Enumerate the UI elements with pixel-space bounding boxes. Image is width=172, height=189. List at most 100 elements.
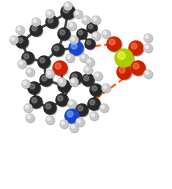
Circle shape xyxy=(71,79,74,82)
Circle shape xyxy=(69,101,77,109)
Circle shape xyxy=(24,104,32,112)
Circle shape xyxy=(66,54,74,62)
Circle shape xyxy=(61,5,75,19)
Circle shape xyxy=(87,59,95,67)
Circle shape xyxy=(24,54,29,59)
Circle shape xyxy=(64,2,72,10)
Circle shape xyxy=(144,44,152,52)
Circle shape xyxy=(71,73,83,85)
Circle shape xyxy=(101,105,109,113)
Circle shape xyxy=(25,105,29,108)
Circle shape xyxy=(59,79,62,82)
Circle shape xyxy=(65,3,68,6)
Circle shape xyxy=(47,71,55,79)
Circle shape xyxy=(10,36,18,44)
Circle shape xyxy=(130,42,144,56)
Circle shape xyxy=(26,68,34,76)
Circle shape xyxy=(52,44,64,56)
Circle shape xyxy=(23,81,31,89)
Circle shape xyxy=(70,124,78,132)
Circle shape xyxy=(38,56,50,68)
Circle shape xyxy=(31,97,43,109)
Circle shape xyxy=(88,98,100,110)
Circle shape xyxy=(63,7,69,13)
Circle shape xyxy=(78,30,83,35)
Circle shape xyxy=(33,19,36,22)
Circle shape xyxy=(46,70,54,78)
Circle shape xyxy=(47,11,55,19)
Circle shape xyxy=(81,55,84,58)
Circle shape xyxy=(69,23,72,26)
Circle shape xyxy=(93,33,101,41)
Circle shape xyxy=(87,40,91,45)
Circle shape xyxy=(74,10,82,18)
Circle shape xyxy=(23,53,35,65)
Circle shape xyxy=(86,58,94,66)
Circle shape xyxy=(82,74,94,86)
Circle shape xyxy=(81,55,89,63)
Circle shape xyxy=(145,35,148,39)
Circle shape xyxy=(75,11,78,15)
Circle shape xyxy=(47,11,50,15)
Circle shape xyxy=(70,72,82,84)
Circle shape xyxy=(132,62,146,76)
Circle shape xyxy=(119,67,125,73)
Circle shape xyxy=(54,46,59,51)
Circle shape xyxy=(46,10,54,18)
Circle shape xyxy=(29,83,41,95)
Circle shape xyxy=(117,65,131,79)
Circle shape xyxy=(69,101,72,105)
Circle shape xyxy=(78,30,88,40)
Circle shape xyxy=(16,36,28,48)
Circle shape xyxy=(102,30,110,38)
Circle shape xyxy=(11,37,14,40)
Circle shape xyxy=(71,37,74,40)
Circle shape xyxy=(58,28,70,40)
Circle shape xyxy=(58,96,63,101)
Circle shape xyxy=(91,113,99,121)
Circle shape xyxy=(87,59,90,63)
Circle shape xyxy=(76,104,88,116)
Circle shape xyxy=(72,74,77,79)
Circle shape xyxy=(90,112,98,120)
Circle shape xyxy=(62,6,76,20)
Circle shape xyxy=(39,57,51,69)
Circle shape xyxy=(67,55,75,63)
Circle shape xyxy=(92,32,100,40)
Circle shape xyxy=(18,60,26,68)
Circle shape xyxy=(90,84,102,96)
Circle shape xyxy=(131,43,137,49)
Circle shape xyxy=(145,71,148,74)
Circle shape xyxy=(42,76,47,81)
Circle shape xyxy=(103,85,106,88)
Circle shape xyxy=(59,29,71,41)
Circle shape xyxy=(70,78,78,86)
Circle shape xyxy=(92,86,97,91)
Circle shape xyxy=(55,63,61,69)
Circle shape xyxy=(47,117,55,125)
Circle shape xyxy=(107,37,121,51)
Circle shape xyxy=(59,81,71,93)
Circle shape xyxy=(87,23,97,33)
Circle shape xyxy=(68,22,76,30)
Circle shape xyxy=(76,118,84,126)
Circle shape xyxy=(69,41,83,55)
Circle shape xyxy=(83,75,95,87)
Circle shape xyxy=(17,27,20,30)
Circle shape xyxy=(58,78,66,86)
Circle shape xyxy=(53,45,65,57)
Circle shape xyxy=(71,37,79,45)
Circle shape xyxy=(77,119,85,127)
Circle shape xyxy=(144,34,152,42)
Circle shape xyxy=(70,42,84,56)
Circle shape xyxy=(47,71,50,74)
Circle shape xyxy=(85,67,88,70)
Circle shape xyxy=(145,35,153,43)
Circle shape xyxy=(109,39,115,45)
Circle shape xyxy=(56,94,68,106)
Circle shape xyxy=(71,125,79,133)
Circle shape xyxy=(61,121,69,129)
Circle shape xyxy=(32,26,37,31)
Circle shape xyxy=(85,67,93,75)
Circle shape xyxy=(68,100,76,108)
